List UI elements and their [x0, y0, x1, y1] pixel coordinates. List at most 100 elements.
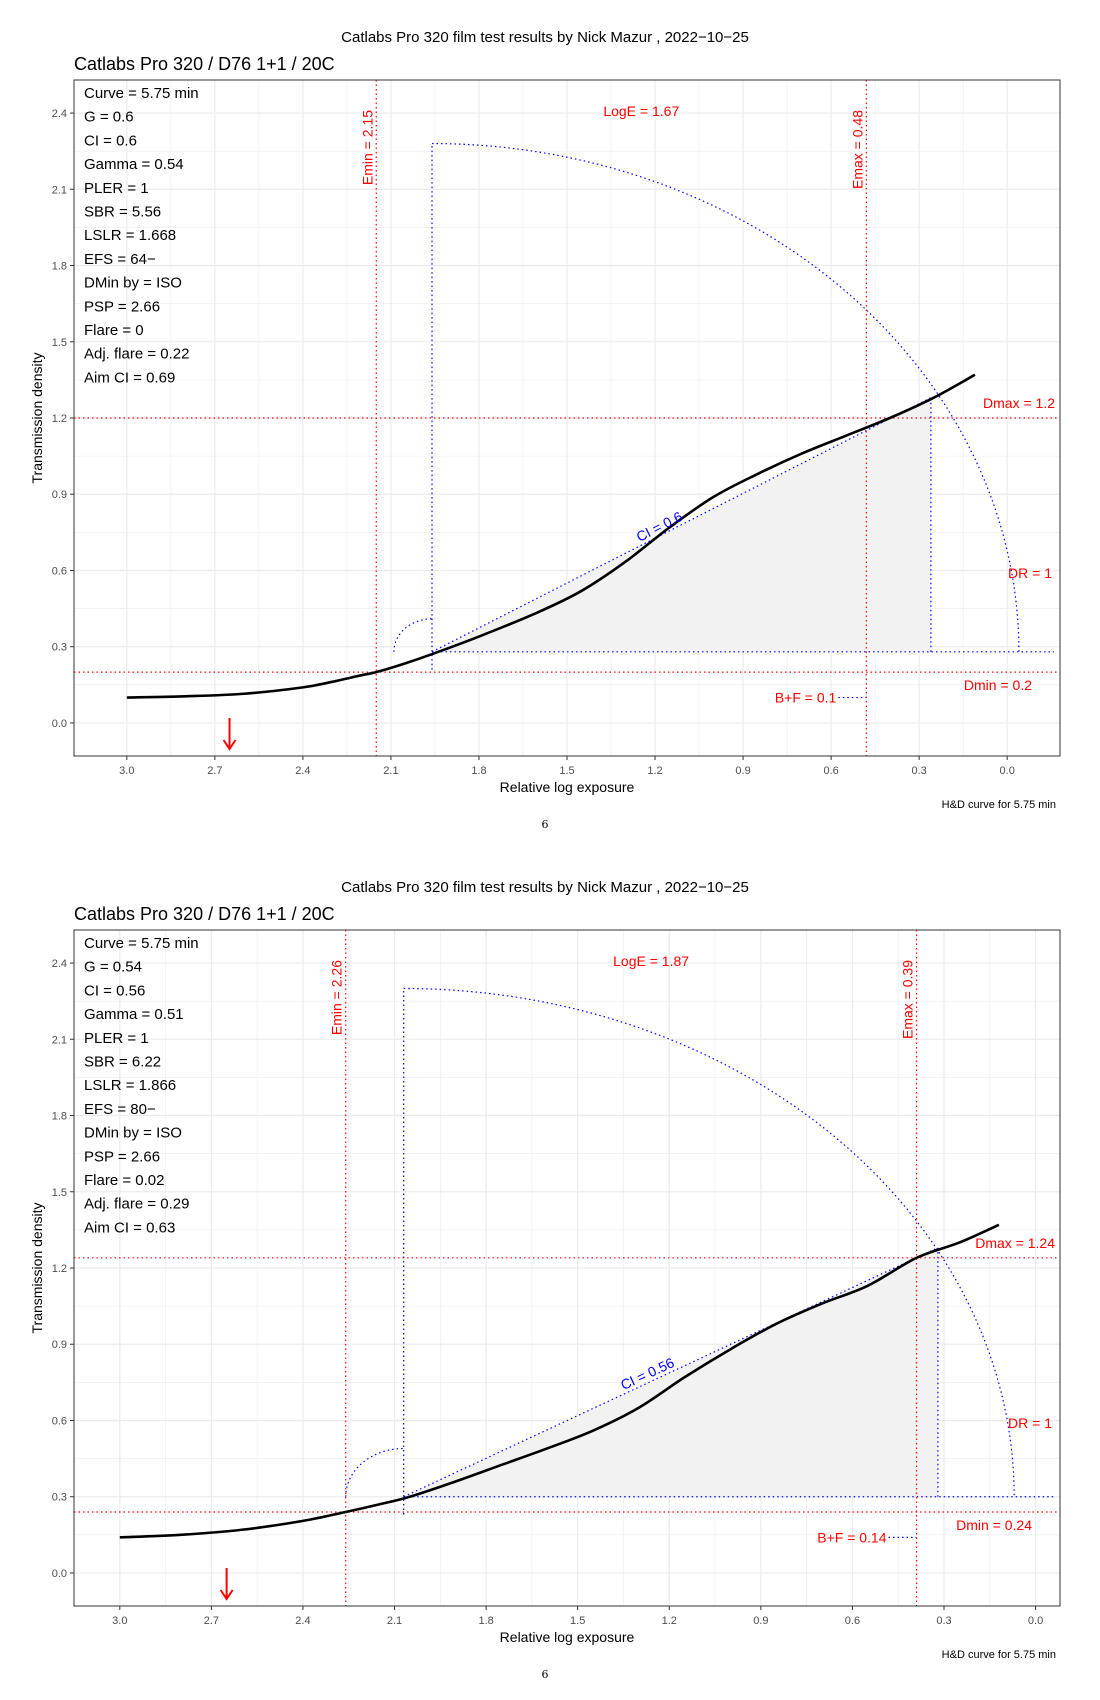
y-tick-label: 1.2 — [52, 1263, 67, 1275]
stat-line: Gamma = 0.54 — [84, 156, 184, 173]
x-tick-label: 1.2 — [662, 1615, 677, 1627]
y-tick-label: 0.9 — [52, 489, 67, 501]
ci-slope-line — [431, 397, 932, 653]
stat-line: G = 0.6 — [84, 109, 134, 126]
x-tick-label: 0.9 — [735, 765, 750, 777]
stat-line: PLER = 1 — [84, 180, 149, 197]
stat-line: Adj. flare = 0.29 — [84, 1196, 189, 1213]
y-tick-label: 1.2 — [52, 413, 67, 425]
y-tick-label: 1.5 — [52, 337, 67, 349]
x-tick-label: 0.0 — [1028, 1615, 1043, 1627]
stat-line: Aim CI = 0.69 — [84, 369, 175, 386]
x-tick-label: 1.5 — [570, 1615, 585, 1627]
stat-line: LSLR = 1.866 — [84, 1077, 176, 1094]
ci-small-arc — [393, 618, 433, 652]
speed-point-arrowhead — [222, 739, 237, 751]
stat-line: Flare = 0.02 — [84, 1172, 164, 1189]
x-tick-label: 0.6 — [823, 765, 838, 777]
x-tick-label: 0.6 — [845, 1615, 860, 1627]
x-axis-title: Relative log exposure — [500, 1629, 635, 1645]
loge-label: LogE = 1.67 — [603, 103, 679, 119]
dmax-label: Dmax = 1.24 — [975, 1235, 1055, 1251]
stat-line: Gamma = 0.51 — [84, 1006, 184, 1023]
x-tick-label: 0.9 — [753, 1615, 768, 1627]
stat-line: PLER = 1 — [84, 1030, 149, 1047]
super-title: Catlabs Pro 320 film test results by Nic… — [341, 879, 749, 896]
x-tick-label: 0.3 — [911, 765, 926, 777]
y-tick-label: 2.1 — [52, 184, 67, 196]
x-tick-label: 2.4 — [295, 765, 310, 777]
page-number: 6 — [542, 818, 549, 831]
stat-line: PSP = 2.66 — [84, 298, 160, 315]
x-tick-label: 1.2 — [647, 765, 662, 777]
y-tick-label: 2.1 — [52, 1034, 67, 1046]
stat-line: PSP = 2.66 — [84, 1148, 160, 1165]
x-tick-label: 1.8 — [471, 765, 486, 777]
loge-label: LogE = 1.87 — [613, 953, 689, 969]
super-title: Catlabs Pro 320 film test results by Nic… — [341, 29, 749, 46]
y-axis-title: Transmission density — [29, 353, 45, 484]
plot-caption: H&D curve for 5.75 min — [942, 799, 1056, 811]
x-tick-label: 1.5 — [559, 765, 574, 777]
bf-label: B+F = 0.1 — [775, 690, 837, 706]
x-tick-label: 2.7 — [204, 1615, 219, 1627]
x-tick-label: 1.8 — [478, 1615, 493, 1627]
stat-line: DMin by = ISO — [84, 1125, 182, 1142]
stat-line: Curve = 5.75 min — [84, 935, 199, 952]
x-tick-label: 0.0 — [1000, 765, 1015, 777]
dmin-label: Dmin = 0.2 — [964, 677, 1032, 693]
hd-curve-line — [126, 373, 976, 699]
ci-arc — [432, 142, 1020, 652]
stat-line: EFS = 64− — [84, 251, 156, 268]
plot-caption: H&D curve for 5.75 min — [942, 1649, 1056, 1661]
page-number: 6 — [542, 1668, 549, 1681]
dmin-label: Dmin = 0.24 — [956, 1517, 1032, 1533]
stat-line: SBR = 6.22 — [84, 1054, 161, 1071]
stat-line: Flare = 0 — [84, 322, 144, 339]
dmax-label: Dmax = 1.2 — [983, 395, 1055, 411]
stat-line: EFS = 80− — [84, 1101, 156, 1118]
stat-line: Adj. flare = 0.22 — [84, 346, 189, 363]
stat-line: DMin by = ISO — [84, 275, 182, 292]
y-tick-label: 0.6 — [52, 1415, 67, 1427]
stat-line: CI = 0.56 — [84, 982, 145, 999]
stat-line: SBR = 5.56 — [84, 204, 161, 221]
x-axis-title: Relative log exposure — [500, 779, 635, 795]
emin-label: Emin = 2.26 — [329, 960, 345, 1035]
y-tick-label: 0.6 — [52, 565, 67, 577]
x-tick-label: 3.0 — [119, 765, 134, 777]
x-tick-label: 2.4 — [295, 1615, 310, 1627]
y-tick-label: 2.4 — [52, 958, 67, 970]
y-tick-label: 0.0 — [52, 718, 67, 730]
y-tick-label: 1.5 — [52, 1187, 67, 1199]
y-axis-title: Transmission density — [29, 1203, 45, 1334]
stat-line: G = 0.54 — [84, 959, 142, 976]
emax-label: Emax = 0.48 — [849, 110, 865, 189]
y-tick-label: 0.0 — [52, 1568, 67, 1580]
y-tick-label: 1.8 — [52, 1111, 67, 1123]
y-tick-label: 0.3 — [52, 642, 67, 654]
x-tick-label: 2.7 — [207, 765, 222, 777]
x-tick-label: 3.0 — [112, 1615, 127, 1627]
y-tick-label: 0.3 — [52, 1492, 67, 1504]
x-tick-label: 2.1 — [387, 1615, 402, 1627]
hd-curve-chart-1: Catlabs Pro 320 film test results by Nic… — [29, 29, 1061, 831]
y-tick-label: 1.8 — [52, 261, 67, 273]
x-tick-label: 2.1 — [383, 765, 398, 777]
hd-curve-chart-2: Catlabs Pro 320 film test results by Nic… — [29, 879, 1061, 1681]
speed-point-arrowhead — [219, 1589, 234, 1601]
stat-line: LSLR = 1.668 — [84, 227, 176, 244]
hd-curve-line — [119, 1223, 1000, 1539]
bf-label: B+F = 0.14 — [817, 1529, 886, 1545]
ci-small-arc — [345, 1447, 404, 1497]
emax-label: Emax = 0.39 — [900, 960, 916, 1039]
plot-area: 3.0 2.7 2.4 2.1 1.8 1.5 1.2 0.9 0.6 0.3 0.0 0.0 0.3 0… — [29, 79, 1061, 795]
emin-label: Emin = 2.15 — [359, 110, 375, 185]
chart-title: Catlabs Pro 320 / D76 1+1 / 20C — [74, 54, 335, 74]
y-tick-label: 0.9 — [52, 1339, 67, 1351]
ci-slope-line — [403, 1247, 939, 1498]
chart-title: Catlabs Pro 320 / D76 1+1 / 20C — [74, 904, 335, 924]
dr-label: DR = 1 — [1008, 565, 1052, 581]
y-tick-label: 2.4 — [52, 108, 67, 120]
stat-line: CI = 0.6 — [84, 132, 137, 149]
